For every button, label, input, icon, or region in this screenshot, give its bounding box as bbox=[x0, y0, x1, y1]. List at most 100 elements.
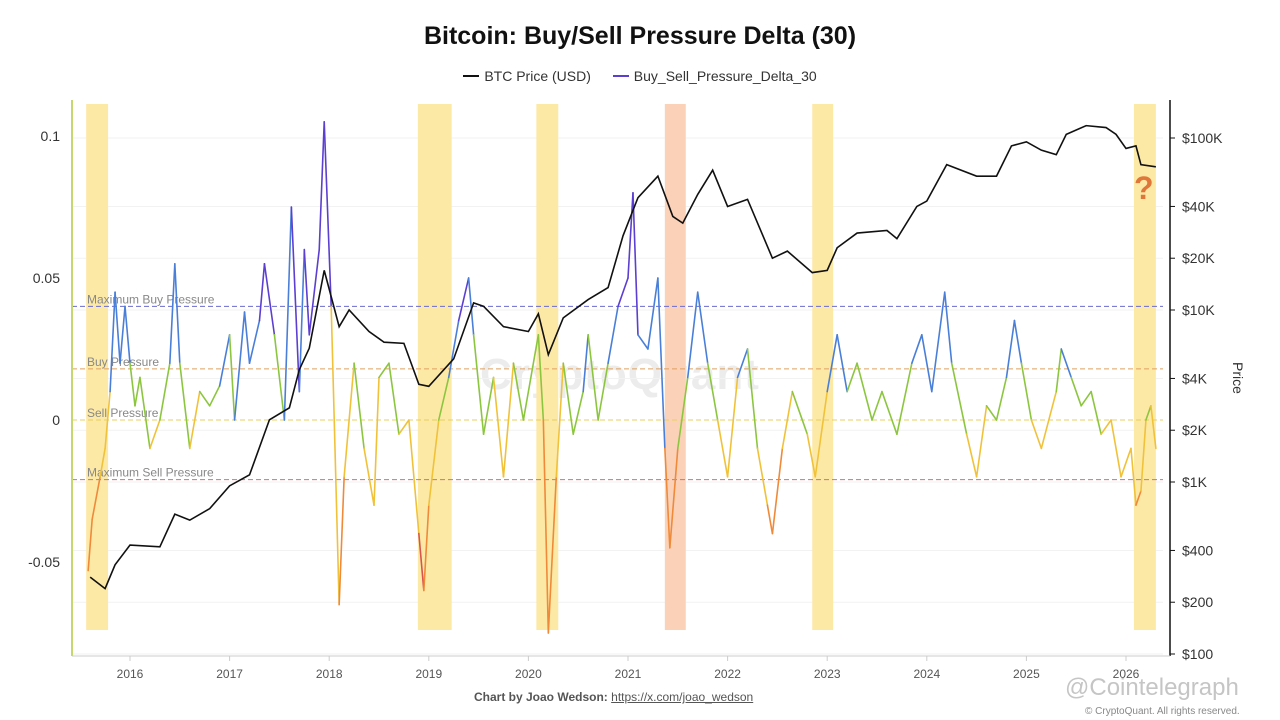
delta-segment bbox=[726, 376, 739, 478]
delta-segment bbox=[647, 277, 659, 350]
delta-segment bbox=[871, 390, 883, 421]
x-tick-label: 2021 bbox=[615, 667, 642, 681]
delta-segment bbox=[1060, 348, 1073, 379]
right-tick-label: $100 bbox=[1182, 646, 1213, 662]
x-tick-label: 2025 bbox=[1013, 667, 1040, 681]
delta-segment bbox=[846, 362, 858, 393]
delta-segment bbox=[657, 277, 666, 450]
delta-segment bbox=[99, 447, 106, 478]
delta-segment bbox=[447, 319, 460, 379]
delta-segment bbox=[522, 333, 540, 421]
delta-segment bbox=[771, 447, 784, 535]
legend-label-delta: Buy_Sell_Pressure_Delta_30 bbox=[633, 68, 817, 84]
delta-segment bbox=[1150, 404, 1157, 450]
delta-segment bbox=[950, 362, 968, 436]
delta-segment bbox=[258, 262, 266, 322]
delta-segment bbox=[1130, 447, 1137, 507]
x-tick-label: 2019 bbox=[415, 667, 442, 681]
delta-segment bbox=[676, 376, 689, 450]
delta-segment bbox=[766, 504, 774, 535]
highlight-band bbox=[664, 104, 686, 630]
legend-item-delta[interactable]: Buy_Sell_Pressure_Delta_30 bbox=[612, 68, 817, 84]
right-tick-label: $100K bbox=[1182, 130, 1223, 146]
delta-segment bbox=[263, 262, 276, 336]
btc-price-line bbox=[89, 124, 1156, 590]
delta-segment bbox=[1020, 362, 1033, 421]
delta-segment bbox=[149, 419, 161, 450]
delta-segment bbox=[1030, 419, 1043, 450]
delta-segment bbox=[547, 475, 558, 634]
delta-segment bbox=[330, 305, 340, 606]
highlight-band bbox=[536, 104, 559, 630]
delta-segment bbox=[198, 390, 211, 407]
x-tick-label: 2023 bbox=[814, 667, 841, 681]
delta-segment bbox=[437, 376, 450, 421]
delta-segment bbox=[716, 419, 729, 478]
delta-segment bbox=[1135, 490, 1142, 507]
right-tick-label: $4K bbox=[1182, 370, 1208, 386]
delta-segment bbox=[836, 333, 848, 393]
delta-segment bbox=[746, 348, 759, 450]
delta-segment bbox=[1080, 390, 1092, 407]
delta-segment bbox=[562, 362, 575, 436]
delta-segment bbox=[124, 305, 131, 365]
delta-segment bbox=[318, 121, 326, 251]
delta-segment bbox=[343, 362, 355, 478]
delta-segment bbox=[542, 419, 550, 634]
delta-segment bbox=[492, 376, 505, 478]
delta-segment bbox=[930, 291, 946, 393]
delta-segment bbox=[129, 362, 136, 407]
delta-segment bbox=[1120, 447, 1132, 478]
delta-segment bbox=[781, 390, 794, 450]
delta-segment bbox=[669, 447, 679, 549]
delta-segment bbox=[975, 404, 988, 478]
delta-segment bbox=[91, 475, 101, 521]
delta-segment bbox=[1145, 404, 1152, 421]
delta-segment bbox=[1090, 390, 1102, 436]
legend-item-btc-price[interactable]: BTC Price (USD) bbox=[463, 68, 591, 84]
legend-swatch-btc bbox=[463, 75, 480, 77]
delta-segment bbox=[233, 311, 246, 421]
delta-segment bbox=[373, 376, 380, 507]
reference-line-label: Sell Pressure bbox=[87, 406, 159, 420]
delta-segment bbox=[881, 390, 898, 436]
left-tick-label: 0.1 bbox=[41, 128, 61, 144]
delta-segment bbox=[911, 333, 923, 365]
reference-line-label: Maximum Sell Pressure bbox=[87, 466, 214, 480]
cointelegraph-watermark: @Cointelegraph bbox=[1065, 674, 1239, 701]
right-tick-label: $400 bbox=[1182, 542, 1213, 558]
delta-segment bbox=[308, 248, 321, 336]
delta-segment bbox=[482, 376, 495, 436]
x-tick-label: 2024 bbox=[913, 667, 940, 681]
credit-link[interactable]: https://x.com/joao_wedson bbox=[611, 690, 754, 704]
delta-segment bbox=[814, 390, 829, 478]
delta-segment bbox=[856, 362, 873, 421]
left-tick-label: -0.05 bbox=[28, 554, 60, 570]
delta-segment bbox=[617, 277, 629, 308]
delta-segment bbox=[119, 305, 126, 365]
delta-segment bbox=[995, 376, 1008, 421]
delta-segment bbox=[243, 311, 251, 365]
x-tick-label: 2016 bbox=[117, 667, 144, 681]
delta-segment bbox=[555, 362, 565, 478]
highlight-band bbox=[812, 104, 834, 630]
delta-segment bbox=[423, 504, 430, 592]
legend-swatch-delta bbox=[612, 75, 629, 77]
delta-segment bbox=[109, 291, 116, 393]
chart-title: Bitcoin: Buy/Sell Pressure Delta (30) bbox=[423, 22, 857, 50]
highlight-band bbox=[86, 104, 109, 630]
delta-segment bbox=[338, 475, 345, 606]
delta-segment bbox=[363, 447, 375, 507]
x-tick-label: 2022 bbox=[714, 667, 741, 681]
chart-credit: Chart by Joao Wedson: https://x.com/joao… bbox=[474, 690, 753, 704]
delta-segment bbox=[572, 390, 584, 436]
delta-segment bbox=[427, 419, 440, 507]
delta-segment bbox=[965, 433, 978, 478]
delta-segment bbox=[418, 532, 425, 592]
delta-segment bbox=[134, 376, 141, 407]
delta-segment bbox=[502, 362, 515, 478]
x-tick-label: 2017 bbox=[216, 667, 243, 681]
delta-segment bbox=[896, 362, 913, 436]
right-tick-label: $10K bbox=[1182, 302, 1215, 318]
